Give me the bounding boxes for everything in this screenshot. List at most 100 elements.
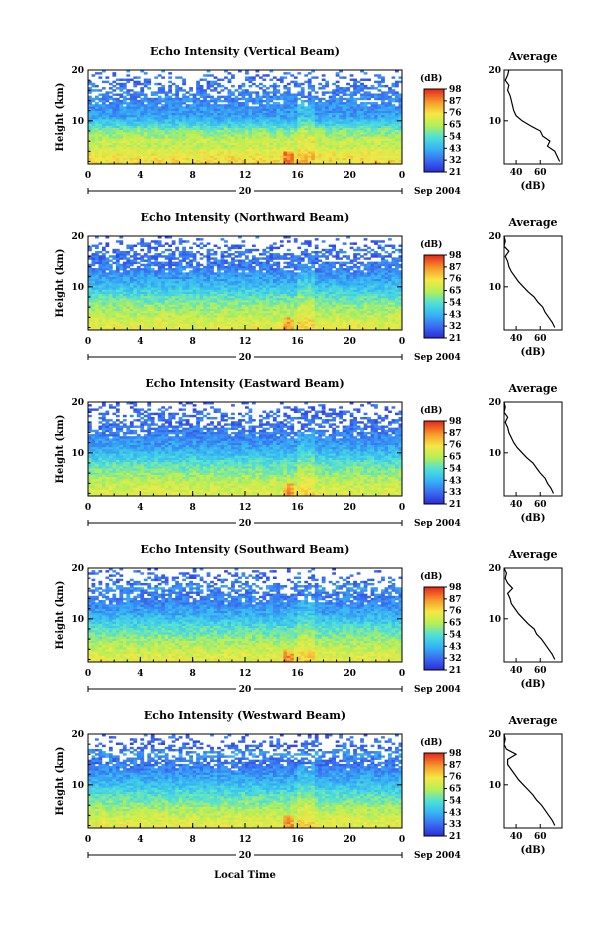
heatmap-cell: [395, 308, 399, 312]
heatmap-cell: [129, 123, 134, 126]
heatmap-cell: [262, 110, 267, 114]
heatmap-cell: [265, 131, 270, 135]
heatmap-cell: [231, 302, 235, 305]
heatmap-cell: [119, 114, 124, 118]
heatmap-cell: [363, 323, 368, 327]
heatmap-cell: [234, 291, 239, 294]
heatmap-cell: [251, 302, 256, 305]
heatmap-cell: [213, 108, 218, 111]
heatmap-cell: [353, 155, 357, 158]
heatmap-cell: [325, 149, 330, 152]
heatmap-cell: [381, 308, 385, 312]
heatmap-cell: [136, 108, 141, 111]
heatmap-cell: [255, 70, 260, 73]
heatmap-cell: [234, 89, 239, 92]
heatmap-cell: [119, 125, 124, 128]
heatmap-cell: [269, 155, 274, 158]
heatmap-cell: [150, 108, 155, 111]
heatmap-cell: [175, 151, 180, 154]
heatmap-cell: [105, 93, 110, 96]
heatmap-cell: [129, 306, 134, 309]
heatmap-cell: [199, 291, 204, 294]
heatmap-cell: [293, 323, 298, 327]
heatmap-cell: [290, 312, 295, 316]
heatmap-cell: [384, 300, 389, 303]
heatmap-cell: [94, 125, 99, 128]
heatmap-cell: [178, 134, 183, 137]
heatmap-cell: [248, 302, 253, 305]
heatmap-cell: [182, 153, 186, 156]
heatmap-cell: [217, 310, 221, 314]
heatmap-cell: [251, 91, 256, 94]
heatmap-cell: [199, 89, 204, 92]
heatmap-cell: [279, 291, 284, 294]
heatmap-cell: [276, 114, 281, 118]
heatmap-cell: [175, 95, 180, 99]
heatmap-cell: [210, 155, 214, 158]
heatmap-cell: [276, 323, 281, 327]
heatmap-cell: [157, 91, 162, 94]
heatmap-cell: [307, 308, 312, 312]
heatmap-cell: [342, 108, 347, 111]
heatmap-cell: [328, 151, 333, 154]
heatmap-cell: [258, 302, 263, 305]
heatmap-cell: [353, 315, 357, 318]
heatmap-cell: [391, 151, 396, 154]
heatmap-cell: [171, 93, 176, 96]
heatmap-cell: [265, 129, 270, 133]
heatmap-cell: [115, 142, 120, 146]
heatmap-cell: [398, 161, 403, 165]
heatmap-cell: [241, 89, 246, 92]
heatmap-cell: [126, 149, 131, 152]
heatmap-cell: [367, 306, 371, 309]
heatmap-cell: [255, 140, 260, 143]
heatmap-cell: [283, 131, 288, 135]
heatmap-cell: [115, 308, 120, 312]
heatmap-cell: [360, 157, 364, 161]
heatmap-cell: [206, 306, 211, 309]
heatmap-cell: [175, 323, 180, 327]
heatmap-cell: [231, 157, 235, 161]
heatmap-cell: [269, 91, 274, 94]
heatmap-cell: [178, 291, 183, 294]
heatmap-cell: [147, 151, 152, 154]
heatmap-cell: [234, 99, 239, 103]
heatmap-cell: [384, 159, 389, 163]
heatmap-cell: [98, 300, 103, 303]
heatmap-cell: [314, 119, 319, 122]
heatmap-cell: [363, 302, 368, 305]
heatmap-cell: [269, 125, 274, 128]
heatmap-cell: [290, 317, 295, 320]
heatmap-cell: [374, 93, 378, 96]
heatmap-cell: [119, 310, 124, 314]
heatmap-cell: [164, 95, 169, 99]
heatmap-cell: [297, 153, 302, 156]
heatmap-cell: [272, 302, 277, 305]
heatmap-cell: [164, 149, 169, 152]
heatmap-cell: [182, 119, 186, 122]
heatmap-cell: [108, 134, 113, 137]
heatmap-cell: [384, 108, 389, 111]
heatmap-cell: [269, 291, 274, 294]
heatmap-cell: [171, 323, 176, 327]
heatmap-cell: [238, 317, 242, 320]
heatmap-cell: [262, 323, 267, 327]
heatmap-cell: [321, 289, 326, 292]
heatmap-cell: [367, 140, 371, 143]
heatmap-cell: [91, 134, 96, 137]
heatmap-cell: [269, 106, 274, 109]
heatmap-cell: [94, 289, 99, 292]
heatmap-cell: [307, 142, 312, 146]
heatmap-cell: [150, 159, 155, 163]
heatmap-cell: [171, 295, 176, 299]
day-label: 20: [239, 187, 252, 197]
heatmap-cell: [88, 323, 92, 327]
heatmap-cell: [381, 161, 385, 165]
heatmap-cell: [370, 134, 375, 137]
heatmap-cell: [265, 144, 270, 148]
heatmap-cell: [398, 142, 403, 146]
heatmap-cell: [164, 117, 169, 120]
heatmap-cell: [262, 297, 267, 301]
heatmap-cell: [367, 327, 371, 331]
heatmap-cell: [300, 117, 305, 120]
